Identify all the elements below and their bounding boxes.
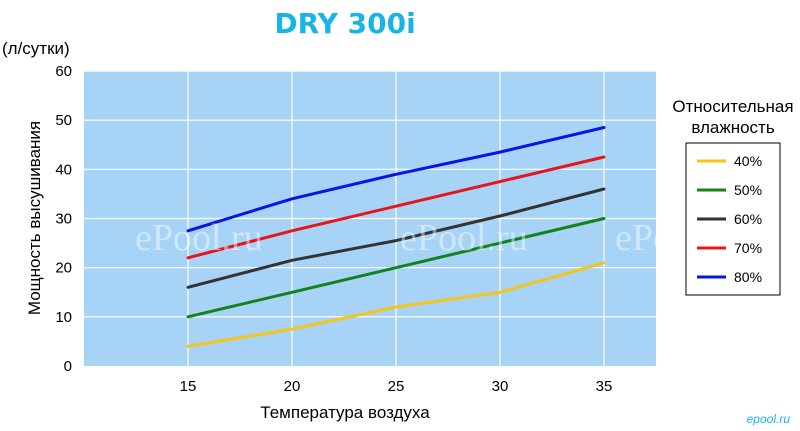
y-axis-label: Мощность высушивания [25,121,44,315]
series-line-60pct [186,187,606,289]
x-axis-label: Температура воздуха [260,403,430,422]
legend-label: 60% [734,211,762,227]
watermark-text: ePool.ru [135,217,263,259]
y-tick-label: 30 [55,211,72,228]
legend-label: 70% [734,240,762,256]
y-tick-label: 20 [55,260,72,277]
x-tick-label: 15 [180,378,197,395]
legend-label: 80% [734,269,762,285]
legend-title-line-2: влажность [691,118,775,137]
y-tick-label: 0 [64,358,72,375]
legend-label: 40% [734,153,762,169]
series-line-70pct [186,155,606,260]
y-tick-label: 40 [55,161,72,178]
series-line-50pct [186,217,606,319]
watermark-corner: epool.ru [747,412,791,426]
x-tick-label: 20 [284,378,301,395]
watermark-text: l.ru [0,217,47,259]
y-tick-label: 60 [55,63,72,80]
x-tick-label: 30 [492,378,509,395]
x-tick-label: 35 [596,378,613,395]
legend-title-line-1: Относительная [672,97,793,116]
y-axis-unit: (л/сутки) [2,39,70,58]
ticks: 0 10 20 30 40 50 60 15 20 25 30 35 [55,63,612,395]
series-line-40pct [186,261,606,348]
legend-label: 50% [734,182,762,198]
y-tick-label: 10 [55,309,72,326]
chart-title: DRY 300i [274,7,415,40]
series-lines [186,126,606,348]
x-tick-label: 25 [388,378,405,395]
legend: 40% 50% 60% 70% 80% [685,142,781,296]
y-tick-label: 50 [55,112,72,129]
series-line-80pct [186,126,606,233]
watermark-text: ePool.ru [400,217,528,259]
